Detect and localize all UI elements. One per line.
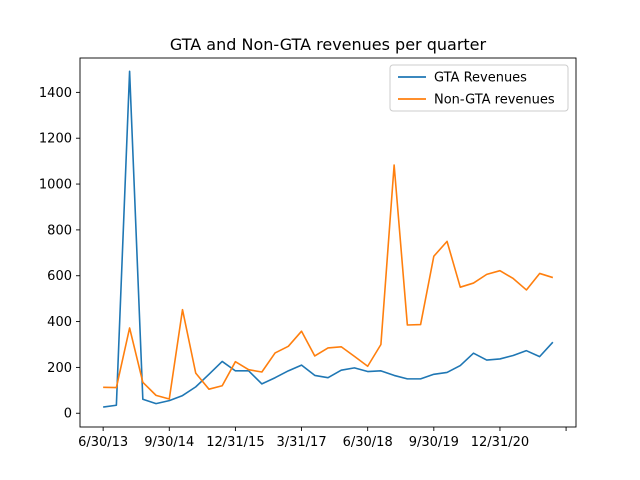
x-tick-label: 12/31/15 — [206, 435, 264, 450]
x-tick-label: 6/30/18 — [343, 435, 393, 450]
series-line-2 — [103, 164, 554, 400]
y-tick-label: 400 — [47, 315, 72, 330]
y-tick-label: 1200 — [39, 132, 72, 147]
x-tick-label: 9/30/19 — [409, 435, 459, 450]
plot-area: 0 200 400 600 800 1000 1200 1400 6/30/13 9/30/14 1… — [39, 57, 577, 450]
y-tick-label: 800 — [47, 223, 72, 238]
legend-label: GTA Revenues — [434, 71, 527, 86]
y-tick-label: 200 — [47, 361, 72, 376]
y-tick-label: 600 — [47, 269, 72, 284]
legend: GTA Revenues Non-GTA revenues — [389, 64, 569, 112]
x-tick-label: 12/31/20 — [471, 435, 529, 450]
series-line-1 — [103, 70, 554, 408]
y-tick-label: 1000 — [39, 178, 72, 193]
x-tick-label: 9/30/14 — [144, 435, 194, 450]
y-tick-label: 1400 — [39, 86, 72, 101]
legend-box — [389, 64, 569, 112]
x-tick-label: 6/30/13 — [78, 435, 128, 450]
legend-label: Non-GTA revenues — [434, 93, 555, 108]
axes-frame — [79, 57, 577, 428]
y-tick-label: 0 — [64, 407, 72, 422]
chart-title: GTA and Non-GTA revenues per quarter — [170, 35, 487, 54]
x-tick-label: 3/31/17 — [276, 435, 326, 450]
